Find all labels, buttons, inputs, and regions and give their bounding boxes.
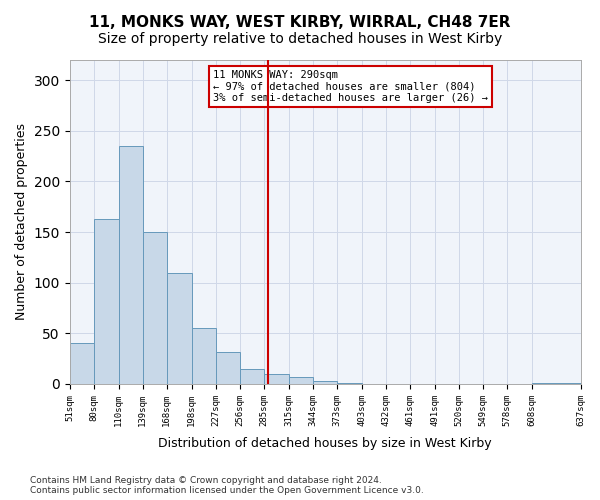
Text: Size of property relative to detached houses in West Kirby: Size of property relative to detached ho…	[98, 32, 502, 46]
Bar	[216, 352, 240, 384]
Bar	[94, 219, 119, 384]
Y-axis label: Number of detached properties: Number of detached properties	[15, 124, 28, 320]
Bar	[70, 344, 94, 384]
Bar	[240, 368, 264, 384]
Bar	[167, 272, 192, 384]
Bar	[143, 232, 167, 384]
Text: 11, MONKS WAY, WEST KIRBY, WIRRAL, CH48 7ER: 11, MONKS WAY, WEST KIRBY, WIRRAL, CH48 …	[89, 15, 511, 30]
Bar	[337, 383, 362, 384]
Bar	[192, 328, 216, 384]
Text: 11 MONKS WAY: 290sqm
← 97% of detached houses are smaller (804)
3% of semi-detac: 11 MONKS WAY: 290sqm ← 97% of detached h…	[212, 70, 488, 103]
Bar	[532, 383, 581, 384]
Bar	[289, 377, 313, 384]
Bar	[119, 146, 143, 384]
Bar	[264, 374, 289, 384]
X-axis label: Distribution of detached houses by size in West Kirby: Distribution of detached houses by size …	[158, 437, 492, 450]
Text: Contains HM Land Registry data © Crown copyright and database right 2024.
Contai: Contains HM Land Registry data © Crown c…	[30, 476, 424, 495]
Bar	[313, 381, 337, 384]
